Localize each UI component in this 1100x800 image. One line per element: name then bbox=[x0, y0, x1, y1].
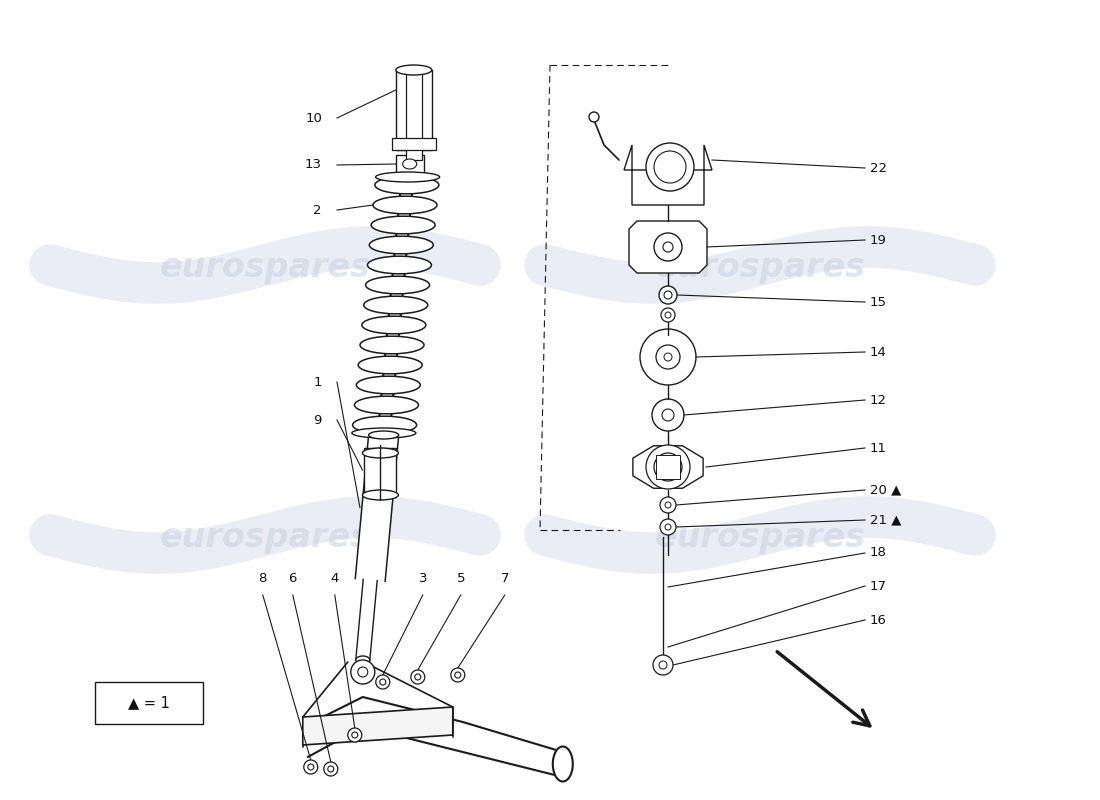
Ellipse shape bbox=[356, 376, 420, 394]
Circle shape bbox=[653, 655, 673, 675]
Bar bbox=[406, 70, 421, 160]
Circle shape bbox=[351, 660, 375, 684]
Ellipse shape bbox=[364, 296, 428, 314]
Text: 20 ▲: 20 ▲ bbox=[870, 483, 901, 497]
Circle shape bbox=[664, 353, 672, 361]
Circle shape bbox=[664, 291, 672, 299]
Text: 13: 13 bbox=[305, 158, 322, 171]
Text: 17: 17 bbox=[870, 579, 887, 593]
Circle shape bbox=[454, 672, 461, 678]
Circle shape bbox=[652, 399, 684, 431]
Text: 21 ▲: 21 ▲ bbox=[870, 514, 902, 526]
Ellipse shape bbox=[375, 176, 439, 194]
Ellipse shape bbox=[403, 159, 417, 169]
Circle shape bbox=[659, 661, 667, 669]
Ellipse shape bbox=[375, 172, 440, 182]
Text: 8: 8 bbox=[258, 572, 267, 585]
Ellipse shape bbox=[355, 656, 370, 664]
Bar bbox=[396, 70, 432, 150]
Circle shape bbox=[666, 502, 671, 508]
Circle shape bbox=[304, 760, 318, 774]
Text: 7: 7 bbox=[500, 572, 509, 585]
Circle shape bbox=[656, 345, 680, 369]
Text: eurospares: eurospares bbox=[654, 251, 866, 285]
Circle shape bbox=[654, 233, 682, 261]
Circle shape bbox=[410, 670, 425, 684]
Text: 1: 1 bbox=[314, 375, 322, 389]
Bar bbox=[95, 682, 204, 724]
Polygon shape bbox=[355, 434, 398, 582]
Circle shape bbox=[660, 519, 676, 535]
Circle shape bbox=[646, 445, 690, 489]
Circle shape bbox=[661, 460, 675, 474]
Polygon shape bbox=[629, 221, 707, 273]
Ellipse shape bbox=[553, 746, 573, 782]
Circle shape bbox=[358, 667, 367, 677]
Circle shape bbox=[451, 668, 465, 682]
Text: 15: 15 bbox=[870, 295, 887, 309]
Circle shape bbox=[666, 524, 671, 530]
Circle shape bbox=[662, 409, 674, 421]
Text: ▲ = 1: ▲ = 1 bbox=[128, 695, 169, 710]
Ellipse shape bbox=[353, 416, 417, 434]
Ellipse shape bbox=[365, 276, 430, 294]
Circle shape bbox=[348, 728, 362, 742]
Ellipse shape bbox=[362, 490, 398, 500]
Text: 11: 11 bbox=[870, 442, 887, 454]
Polygon shape bbox=[632, 446, 703, 488]
Text: eurospares: eurospares bbox=[160, 251, 371, 285]
Text: 10: 10 bbox=[305, 111, 322, 125]
Bar bbox=[392, 138, 436, 150]
Text: 4: 4 bbox=[331, 572, 339, 585]
Text: 6: 6 bbox=[288, 572, 297, 585]
Polygon shape bbox=[355, 579, 377, 661]
Circle shape bbox=[654, 151, 686, 183]
Text: eurospares: eurospares bbox=[160, 522, 371, 554]
Text: 19: 19 bbox=[870, 234, 887, 246]
Circle shape bbox=[376, 675, 389, 689]
Text: 2: 2 bbox=[314, 203, 322, 217]
Bar bbox=[364, 448, 396, 495]
Ellipse shape bbox=[354, 396, 418, 414]
Circle shape bbox=[415, 674, 421, 680]
Circle shape bbox=[659, 286, 676, 304]
Text: 16: 16 bbox=[870, 614, 887, 626]
Circle shape bbox=[379, 679, 386, 685]
Ellipse shape bbox=[362, 316, 426, 334]
Ellipse shape bbox=[396, 65, 432, 75]
Circle shape bbox=[663, 242, 673, 252]
Text: 14: 14 bbox=[870, 346, 887, 358]
Text: eurospares: eurospares bbox=[654, 522, 866, 554]
Circle shape bbox=[308, 764, 314, 770]
Circle shape bbox=[661, 308, 675, 322]
Ellipse shape bbox=[371, 216, 436, 234]
Ellipse shape bbox=[368, 431, 398, 439]
Circle shape bbox=[660, 497, 676, 513]
Ellipse shape bbox=[359, 356, 422, 374]
Ellipse shape bbox=[370, 236, 433, 254]
Ellipse shape bbox=[352, 428, 416, 438]
Circle shape bbox=[588, 112, 600, 122]
Polygon shape bbox=[302, 707, 453, 745]
Circle shape bbox=[328, 766, 333, 772]
Ellipse shape bbox=[373, 196, 437, 214]
Text: 5: 5 bbox=[456, 572, 465, 585]
Circle shape bbox=[352, 732, 358, 738]
Text: 3: 3 bbox=[418, 572, 427, 585]
Circle shape bbox=[640, 329, 696, 385]
Ellipse shape bbox=[362, 448, 398, 458]
Text: 9: 9 bbox=[314, 414, 322, 426]
Text: 22: 22 bbox=[870, 162, 887, 174]
Circle shape bbox=[654, 453, 682, 481]
Circle shape bbox=[646, 143, 694, 191]
Circle shape bbox=[666, 312, 671, 318]
Ellipse shape bbox=[360, 336, 424, 354]
Bar bbox=[396, 155, 424, 173]
Circle shape bbox=[323, 762, 338, 776]
Ellipse shape bbox=[367, 256, 431, 274]
Text: 12: 12 bbox=[870, 394, 887, 406]
Bar bbox=[656, 455, 680, 479]
Text: 18: 18 bbox=[870, 546, 887, 559]
Polygon shape bbox=[624, 145, 712, 205]
